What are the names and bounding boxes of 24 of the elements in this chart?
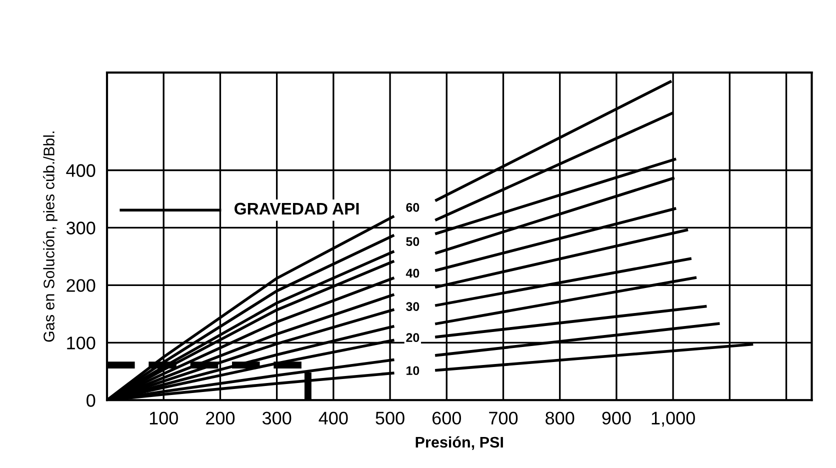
y-tick-label: 200 xyxy=(66,279,96,292)
x-tick-label: 800 xyxy=(546,412,574,425)
x-tick-label: 500 xyxy=(376,412,404,425)
x-tick-label: 300 xyxy=(262,412,292,425)
annotation: 40 xyxy=(406,268,420,278)
x-tick-label: 1,000 xyxy=(652,412,695,427)
annotation: 60 xyxy=(406,202,420,212)
x-tick-label: 100 xyxy=(150,412,178,425)
x-tick-label: 700 xyxy=(489,412,518,425)
x-axis-title: Presión, PSI xyxy=(416,436,503,450)
annotation: 30 xyxy=(406,302,420,311)
y-tick-label: 300 xyxy=(66,222,96,234)
annotation: GRAVEDAD API xyxy=(234,202,359,215)
y-tick-label: 400 xyxy=(66,164,96,177)
annotation: 50 xyxy=(406,237,420,246)
x-tick-label: 200 xyxy=(206,412,235,425)
y-tick-label: 100 xyxy=(67,336,96,350)
y-axis-title: Gas en Solución, pies cúb./Bbl. xyxy=(43,132,58,342)
x-tick-label: 900 xyxy=(602,412,631,425)
annotation: 10 xyxy=(406,366,420,376)
x-tick-label: 600 xyxy=(432,412,462,425)
x-tick-label: 400 xyxy=(318,412,348,425)
annotation: 20 xyxy=(406,333,420,342)
y-tick-label: 0 xyxy=(86,394,96,407)
